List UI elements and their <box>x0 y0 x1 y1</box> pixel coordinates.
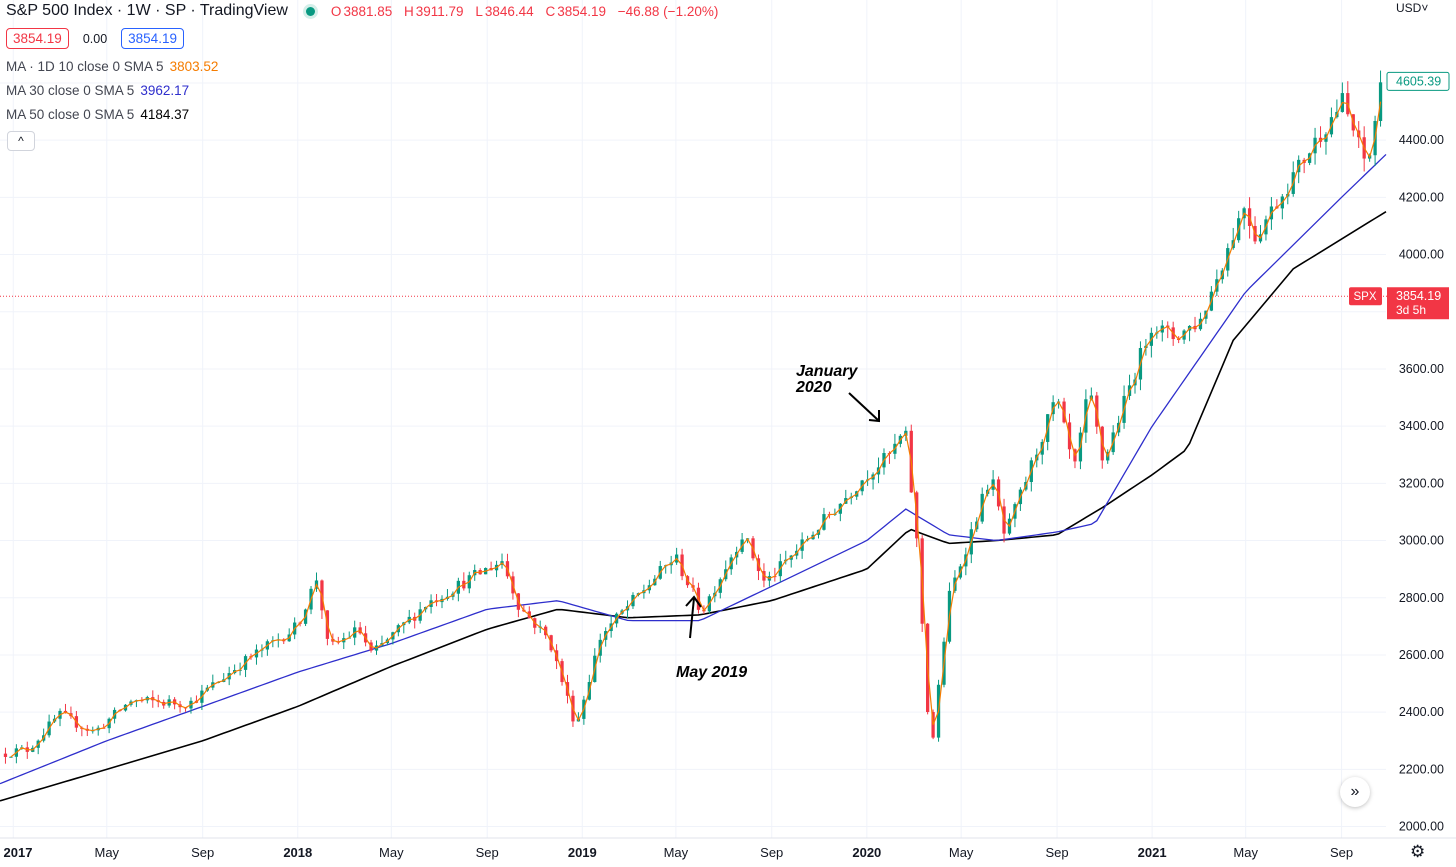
time-tick-label: May <box>949 845 974 860</box>
time-tick-label: May <box>379 845 404 860</box>
candle-body <box>3 753 8 757</box>
price-tick-label: 2600.00 <box>1399 648 1444 662</box>
annotation-text: January <box>796 363 858 380</box>
price-tick-label: 2000.00 <box>1399 820 1444 834</box>
price-tick-label: 2400.00 <box>1399 705 1444 719</box>
price-tick-label: 2200.00 <box>1399 762 1444 776</box>
annotation-text: 2020 <box>796 379 832 396</box>
double-chevron-right-icon: » <box>1350 783 1360 800</box>
ma30-label: MA 30 close 0 SMA 5 <box>6 83 135 98</box>
collapse-legend-button[interactable]: ^ <box>7 131 35 151</box>
price-tick-label: 3600.00 <box>1399 362 1444 376</box>
price-axis[interactable]: 2000.00 2200.00 2400.00 2600.00 2800.00 3000.… <box>1349 1 1450 834</box>
candlestick-series <box>3 70 1383 764</box>
ma30-legend[interactable]: MA 30 close 0 SMA 5 3962.17 <box>6 83 189 98</box>
time-tick-label: 2021 <box>1138 845 1167 860</box>
candle-body <box>9 756 13 758</box>
time-axis[interactable]: 2017 May Sep 2018 May Sep 2019 May Sep 2020 May Sep… <box>0 837 1456 860</box>
symbol-title[interactable]: S&P 500 Index · 1W · SP · TradingView <box>6 2 288 19</box>
annotation-arrow <box>689 597 695 639</box>
time-tick-label: May <box>95 845 120 860</box>
ma10-value: 3803.52 <box>169 59 219 74</box>
current-price-text: 3854.19 <box>1396 289 1441 303</box>
time-tick-label: Sep <box>1045 845 1068 860</box>
time-tick-label: 2020 <box>852 845 881 860</box>
price-tick-label: 4200.00 <box>1399 190 1444 204</box>
price-tick-label: 3200.00 <box>1399 476 1444 490</box>
time-tick-label: 2019 <box>568 845 597 860</box>
time-tick-label: Sep <box>191 845 214 860</box>
last-price-badge <box>1386 71 1450 91</box>
low-label: L <box>475 3 483 19</box>
time-tick-label: May <box>664 845 689 860</box>
trade-buttons: 3854.19 0.00 3854.19 <box>6 28 184 49</box>
annotation-arrows <box>685 392 880 639</box>
ma10-line <box>10 101 1382 758</box>
symbol-badge-text: SPX <box>1353 291 1376 303</box>
ma30-value: 3962.17 <box>140 83 190 98</box>
ma50-value: 4184.37 <box>140 107 190 122</box>
price-tick-label: 3000.00 <box>1399 534 1444 548</box>
open-label: O <box>330 3 342 19</box>
high-value: 3911.79 <box>415 3 464 19</box>
annotation-arrowhead <box>685 595 702 608</box>
spread-value: 0.00 <box>82 31 108 46</box>
ma10-label: MA · 1D 10 close 0 SMA 5 <box>6 59 164 74</box>
annotation-may-2019: May 2019 <box>676 665 747 681</box>
scroll-to-realtime-button[interactable]: » <box>1340 777 1370 807</box>
ma10-line-layer <box>10 101 1382 758</box>
ma50-legend[interactable]: MA 50 close 0 SMA 5 4184.37 <box>6 107 189 122</box>
close-label: C <box>545 3 556 19</box>
price-tick-label: 3400.00 <box>1399 419 1444 433</box>
high-label: H <box>404 3 414 19</box>
market-status-icon[interactable] <box>305 6 315 16</box>
time-tick-label: 2017 <box>4 845 33 860</box>
annotation-january-2020: January 2020 <box>796 364 857 396</box>
gear-icon: ⚙ <box>1410 842 1426 861</box>
buy-button[interactable]: 3854.19 <box>121 28 184 49</box>
price-tick-label: 2800.00 <box>1399 591 1444 605</box>
sell-button[interactable]: 3854.19 <box>6 28 69 49</box>
last-price-text: 4605.39 <box>1396 74 1441 88</box>
chart-settings-button[interactable]: ⚙ <box>1410 842 1425 862</box>
price-tick-label: 4000.00 <box>1399 248 1444 262</box>
currency-label: USD˅ <box>1396 1 1428 15</box>
ma30-line <box>0 153 1387 785</box>
ma50-label: MA 50 close 0 SMA 5 <box>6 107 135 122</box>
annotation-text: May 2019 <box>676 664 748 681</box>
ma10-legend[interactable]: MA · 1D 10 close 0 SMA 5 3803.52 <box>6 59 218 74</box>
close-value: 3854.19 <box>557 3 606 19</box>
chart-grid <box>0 0 1386 838</box>
current-price-badge <box>1387 287 1449 320</box>
annotation-arrowhead <box>868 410 880 423</box>
low-value: 3846.44 <box>484 3 534 19</box>
time-tick-label: May <box>1233 845 1258 860</box>
countdown-text: 3d 5h <box>1396 303 1426 317</box>
time-tick-label: Sep <box>760 845 783 860</box>
change-value: −46.88 (−1.20%) <box>617 3 719 19</box>
time-tick-label: 2018 <box>283 845 312 860</box>
ohlc-values: O 3881.85 H 3911.79 L 3846.44 C 3854.19 −46.… <box>331 4 718 19</box>
ma30-line-layer <box>0 153 1387 785</box>
open-value: 3881.85 <box>343 3 393 19</box>
time-tick-label: Sep <box>476 845 499 860</box>
price-tick-label: 4400.00 <box>1399 133 1444 147</box>
symbol-badge <box>1349 287 1382 306</box>
chevron-up-icon: ^ <box>18 134 24 148</box>
time-tick-label: Sep <box>1330 845 1353 860</box>
annotation-arrow <box>848 392 879 421</box>
